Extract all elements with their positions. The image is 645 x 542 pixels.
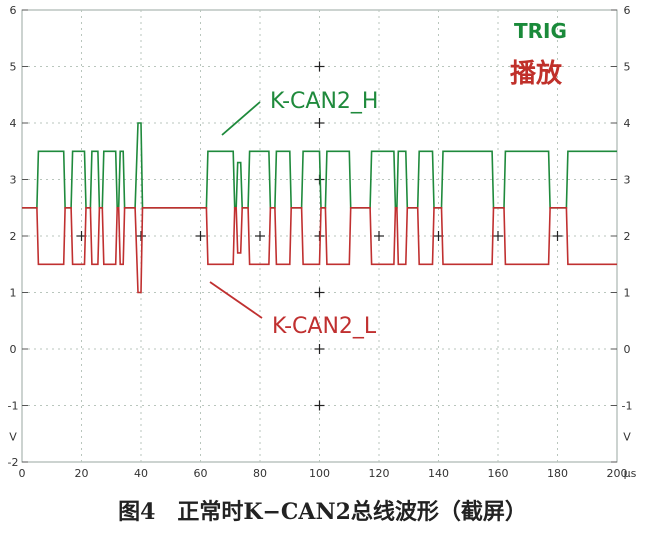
y-tick-label-right: 3 — [624, 174, 631, 187]
x-unit-label: µs — [624, 467, 637, 480]
series-line-can-h — [22, 122, 617, 209]
y-tick-label-left: 6 — [10, 4, 17, 17]
y-tick-label-right: 6 — [624, 4, 631, 17]
series-line-can-l — [22, 207, 617, 294]
figure-caption: 图4 正常时K−CAN2总线波形（截屏） — [118, 499, 527, 525]
y-tick-label-left: -1 — [8, 400, 19, 413]
trig-label: TRIG — [514, 19, 567, 43]
y-tick-label-left: 1 — [10, 287, 17, 300]
x-tick-label: 140 — [428, 467, 449, 480]
series-group — [22, 122, 617, 294]
x-tick-label: 20 — [75, 467, 89, 480]
x-tick-label: 80 — [253, 467, 267, 480]
axis-ticks: 0 20 40 60 80 100 120 140 160 180 200µs6543210-1-2… — [8, 4, 637, 480]
y-tick-label-left: -2 — [8, 456, 19, 469]
y-unit-label-left: V — [9, 431, 17, 444]
x-tick-label: 180 — [547, 467, 568, 480]
x-tick-label: 160 — [488, 467, 509, 480]
y-tick-label-left: 4 — [10, 117, 17, 130]
oscilloscope-panel: 0 20 40 60 80 100 120 140 160 180 200 µs 6 5 4 3 2 1 0 -1 -2… — [8, 4, 637, 480]
x-tick-label: 120 — [369, 467, 390, 480]
y-tick-label-right: -1 — [622, 400, 633, 413]
y-tick-label-right: 1 — [624, 287, 631, 300]
waveform-chart: 0 20 40 60 80 100 120 140 160 180 200µs6543210-1-2… — [8, 4, 637, 480]
y-tick-label-left: 2 — [10, 230, 17, 243]
grid — [21, 9, 618, 463]
can-l-annotation: K-CAN2_L — [272, 314, 377, 339]
x-tick-label: 40 — [134, 467, 148, 480]
x-tick-label: 200 — [607, 467, 628, 480]
can-h-leader-line — [221, 101, 261, 136]
can-l-leader-line — [209, 281, 263, 319]
x-tick-label: 0 — [19, 467, 26, 480]
y-tick-label-left: 3 — [10, 174, 17, 187]
y-tick-label-left: 0 — [10, 343, 17, 356]
y-unit-label-right: V — [623, 431, 631, 444]
x-tick-label: 100 — [309, 467, 330, 480]
y-tick-label-right: 0 — [624, 343, 631, 356]
y-tick-label-left: 5 — [10, 61, 17, 74]
y-tick-label-right: 5 — [624, 61, 631, 74]
y-tick-label-right: 2 — [624, 230, 631, 243]
can-h-annotation: K-CAN2_H — [270, 89, 378, 114]
annotations: TRIG 播放 K-CAN2_H K-CAN2_L — [209, 19, 567, 339]
x-tick-label: 60 — [194, 467, 208, 480]
y-tick-label-right: 4 — [624, 117, 631, 130]
mode-label: 播放 — [510, 58, 563, 89]
